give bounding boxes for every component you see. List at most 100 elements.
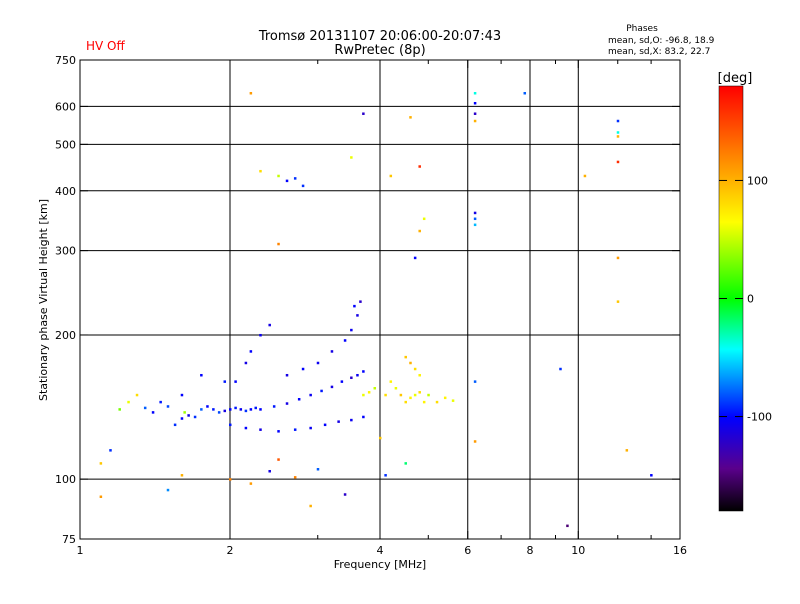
data-point: [259, 333, 262, 337]
data-point: [616, 135, 620, 138]
data-point: [268, 323, 271, 327]
data-point: [200, 373, 203, 377]
data-point: [259, 169, 262, 173]
data-point: [409, 361, 412, 365]
data-point: [418, 391, 421, 394]
data-point: [297, 398, 301, 401]
x-tick-label: 16: [673, 544, 687, 557]
data-point: [180, 393, 184, 397]
data-point: [323, 423, 327, 427]
data-point: [350, 328, 353, 332]
x-axis-label: Frequency [MHz]: [334, 558, 426, 571]
data-point: [234, 380, 237, 383]
data-point: [389, 380, 393, 383]
data-point: [143, 406, 147, 410]
x-axis-ticks: 1 2 4 6 8 10 16: [77, 60, 687, 557]
data-point: [473, 380, 477, 383]
data-point: [384, 474, 387, 477]
chart-subtitle: RwPretec (8p): [334, 43, 425, 58]
data-point: [409, 116, 412, 119]
data-point: [523, 91, 527, 95]
data-point: [616, 131, 620, 134]
data-point: [362, 415, 365, 419]
data-point: [362, 370, 365, 373]
y-tick-label: 300: [55, 245, 76, 258]
grid-lines: [80, 60, 680, 539]
data-point: [180, 417, 184, 420]
stats-line-o: mean, sd,O: -96.8, 18.9: [608, 36, 715, 46]
data-point: [350, 156, 353, 159]
data-point: [244, 426, 248, 430]
y-axis-label: Stationary phase Virtual Height [km]: [37, 199, 50, 401]
data-point: [309, 426, 312, 430]
data-point: [301, 367, 305, 371]
data-point: [166, 488, 170, 492]
stats-line-x: mean, sd,X: 83.2, 22.7: [608, 47, 710, 57]
data-point: [418, 373, 421, 377]
data-point: [473, 101, 477, 105]
data-point: [353, 304, 356, 308]
data-point: [249, 482, 253, 485]
data-point: [223, 380, 227, 383]
data-point: [217, 411, 221, 414]
data-point: [404, 400, 407, 404]
hv-status-label: HV Off: [86, 39, 125, 53]
data-point: [343, 493, 347, 496]
data-point: [206, 405, 209, 408]
data-point: [427, 393, 430, 397]
data-point: [277, 242, 280, 246]
data-point: [443, 396, 447, 400]
data-point: [559, 367, 562, 371]
y-tick-label: 750: [55, 54, 76, 67]
y-axis-ticks: 75 100 200 300 400 500 600 750: [55, 54, 680, 546]
data-point: [99, 495, 103, 498]
x-tick-label: 2: [227, 544, 234, 557]
data-point: [343, 339, 347, 342]
data-point: [583, 174, 587, 178]
data-point: [187, 414, 190, 417]
data-point: [229, 408, 232, 411]
data-point: [259, 428, 262, 431]
data-point: [272, 405, 276, 408]
data-point: [234, 406, 237, 410]
data-point: [650, 474, 653, 477]
data-point: [367, 391, 371, 394]
data-points: [99, 91, 653, 528]
data-point: [180, 474, 184, 477]
data-point: [330, 350, 334, 353]
data-point: [239, 408, 243, 411]
data-point: [451, 399, 455, 402]
data-point: [422, 217, 426, 221]
data-point: [473, 217, 477, 221]
x-tick-label: 8: [527, 544, 534, 557]
data-point: [473, 223, 477, 227]
colorbar-tick-label: 0: [747, 293, 754, 306]
x-tick-label: 1: [77, 544, 84, 557]
y-tick-label: 75: [62, 533, 76, 546]
data-point: [316, 468, 320, 471]
data-point: [200, 408, 203, 411]
data-point: [118, 408, 121, 411]
data-point: [135, 393, 139, 397]
stats-title: Phases: [626, 24, 658, 34]
data-point: [473, 112, 477, 115]
data-point: [301, 184, 305, 188]
data-point: [229, 478, 232, 481]
data-point: [309, 504, 312, 508]
data-point: [244, 409, 248, 413]
data-point: [404, 355, 407, 359]
y-tick-label: 400: [55, 185, 76, 198]
data-point: [254, 406, 257, 410]
data-point: [285, 179, 289, 183]
colorbar-tick-label: -100: [747, 411, 772, 424]
data-point: [409, 396, 412, 400]
x-tick-label: 4: [377, 544, 384, 557]
data-point: [212, 408, 215, 411]
data-point: [389, 174, 393, 178]
data-point: [413, 256, 417, 260]
data-point: [616, 300, 620, 303]
data-point: [320, 389, 323, 393]
data-point: [473, 440, 477, 443]
data-point: [616, 160, 620, 164]
